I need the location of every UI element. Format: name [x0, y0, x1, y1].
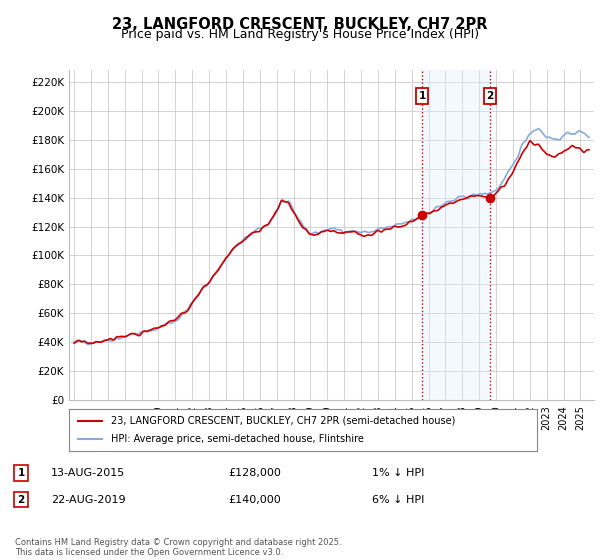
Text: 6% ↓ HPI: 6% ↓ HPI: [372, 494, 424, 505]
HPI: Average price, semi-detached house, Flintshire: (2.01e+03, 1.17e+05): Average price, semi-detached house, Flin…: [319, 227, 326, 234]
HPI: Average price, semi-detached house, Flintshire: (2e+03, 3.85e+04): Average price, semi-detached house, Flin…: [85, 341, 92, 348]
23, LANGFORD CRESCENT, BUCKLEY, CH7 2PR (semi-detached house): [70, 340, 77, 347]
Text: £140,000: £140,000: [228, 494, 281, 505]
Text: 22-AUG-2019: 22-AUG-2019: [51, 494, 125, 505]
HPI: Average price, semi-detached house, Flintshire: (2.02e+03, 1.88e+05): Average price, semi-detached house, Flin…: [535, 125, 542, 132]
Line: HPI: Average price, semi-detached house, Flintshire: HPI: Average price, semi-detached house,…: [74, 129, 589, 344]
Bar: [422, 70, 490, 400]
23, LANGFORD CRESCENT, BUCKLEY, CH7 2PR (semi-detached house): [378, 228, 385, 235]
HPI: Average price, semi-detached house, Flintshire: (2.01e+03, 1.17e+05): Average price, semi-detached house, Flin…: [350, 227, 357, 234]
23, LANGFORD CRESCENT, BUCKLEY, CH7 2PR (semi-detached house): [350, 228, 357, 235]
Text: 1% ↓ HPI: 1% ↓ HPI: [372, 468, 424, 478]
23, LANGFORD CRESCENT, BUCKLEY, CH7 2PR (semi-detached house): [527, 137, 534, 144]
Text: 2: 2: [17, 494, 25, 505]
Text: £128,000: £128,000: [228, 468, 281, 478]
Text: Price paid vs. HM Land Registry's House Price Index (HPI): Price paid vs. HM Land Registry's House …: [121, 28, 479, 41]
Text: 1: 1: [17, 468, 25, 478]
Text: HPI: Average price, semi-detached house, Flintshire: HPI: Average price, semi-detached house,…: [111, 434, 364, 444]
Line: 23, LANGFORD CRESCENT, BUCKLEY, CH7 2PR (semi-detached house): 23, LANGFORD CRESCENT, BUCKLEY, CH7 2PR …: [74, 141, 589, 343]
23, LANGFORD CRESCENT, BUCKLEY, CH7 2PR (semi-detached house): [575, 144, 582, 151]
23, LANGFORD CRESCENT, BUCKLEY, CH7 2PR (semi-detached house): [586, 147, 593, 153]
Text: 13-AUG-2015: 13-AUG-2015: [51, 468, 125, 478]
Text: 1: 1: [419, 91, 426, 101]
HPI: Average price, semi-detached house, Flintshire: (2.01e+03, 1.19e+05): Average price, semi-detached house, Flin…: [378, 225, 385, 231]
23, LANGFORD CRESCENT, BUCKLEY, CH7 2PR (semi-detached house): [89, 340, 96, 347]
Text: 2: 2: [487, 91, 494, 101]
Text: 23, LANGFORD CRESCENT, BUCKLEY, CH7 2PR (semi-detached house): 23, LANGFORD CRESCENT, BUCKLEY, CH7 2PR …: [111, 416, 455, 426]
23, LANGFORD CRESCENT, BUCKLEY, CH7 2PR (semi-detached house): [319, 228, 326, 235]
HPI: Average price, semi-detached house, Flintshire: (2.01e+03, 1.16e+05): Average price, semi-detached house, Flin…: [316, 229, 323, 236]
HPI: Average price, semi-detached house, Flintshire: (2.02e+03, 1.46e+05): Average price, semi-detached house, Flin…: [494, 186, 501, 193]
HPI: Average price, semi-detached house, Flintshire: (2e+03, 4.05e+04): Average price, semi-detached house, Flin…: [70, 338, 77, 345]
Text: Contains HM Land Registry data © Crown copyright and database right 2025.
This d: Contains HM Land Registry data © Crown c…: [15, 538, 341, 557]
23, LANGFORD CRESCENT, BUCKLEY, CH7 2PR (semi-detached house): [494, 189, 501, 195]
HPI: Average price, semi-detached house, Flintshire: (2.03e+03, 1.81e+05): Average price, semi-detached house, Flin…: [586, 134, 593, 141]
Text: 23, LANGFORD CRESCENT, BUCKLEY, CH7 2PR: 23, LANGFORD CRESCENT, BUCKLEY, CH7 2PR: [112, 17, 488, 32]
23, LANGFORD CRESCENT, BUCKLEY, CH7 2PR (semi-detached house): [316, 230, 323, 236]
HPI: Average price, semi-detached house, Flintshire: (2.02e+03, 1.86e+05): Average price, semi-detached house, Flin…: [575, 128, 582, 134]
